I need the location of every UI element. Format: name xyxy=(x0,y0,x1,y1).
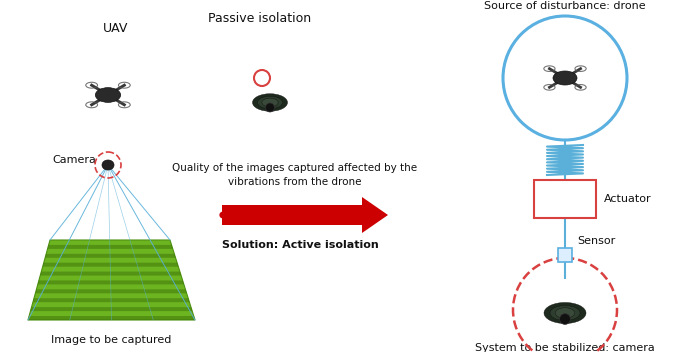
Circle shape xyxy=(265,103,275,112)
FancyBboxPatch shape xyxy=(558,248,572,262)
Polygon shape xyxy=(41,271,181,276)
Polygon shape xyxy=(33,298,190,302)
Ellipse shape xyxy=(258,96,282,109)
Circle shape xyxy=(560,314,570,325)
Polygon shape xyxy=(30,307,192,311)
Text: Source of disturbance: drone: Source of disturbance: drone xyxy=(484,1,646,11)
Text: $F_a$: $F_a$ xyxy=(557,191,573,207)
Text: Camera: Camera xyxy=(52,155,96,165)
Text: UAV: UAV xyxy=(103,21,128,34)
Ellipse shape xyxy=(555,308,575,318)
Ellipse shape xyxy=(253,94,287,111)
Text: System to be stabilized: camera: System to be stabilized: camera xyxy=(475,343,655,352)
FancyBboxPatch shape xyxy=(534,180,596,218)
Polygon shape xyxy=(38,281,184,284)
Polygon shape xyxy=(28,316,195,320)
Text: Quality of the images captured affected by the
vibrations from the drone: Quality of the images captured affected … xyxy=(172,163,418,187)
Ellipse shape xyxy=(95,88,121,102)
Polygon shape xyxy=(222,197,388,233)
Polygon shape xyxy=(47,245,172,249)
Polygon shape xyxy=(28,240,195,320)
Ellipse shape xyxy=(262,98,278,107)
Polygon shape xyxy=(43,263,179,267)
Text: Image to be captured: Image to be captured xyxy=(51,335,171,345)
Text: Passive isolation: Passive isolation xyxy=(208,12,312,25)
Ellipse shape xyxy=(553,71,577,85)
Ellipse shape xyxy=(544,302,586,323)
Text: Sensor: Sensor xyxy=(577,236,616,246)
Ellipse shape xyxy=(550,306,580,321)
Polygon shape xyxy=(45,254,176,258)
Ellipse shape xyxy=(102,160,114,170)
Text: Actuator: Actuator xyxy=(604,194,652,204)
Polygon shape xyxy=(35,289,187,293)
Text: Solution: Active isolation: Solution: Active isolation xyxy=(222,240,379,250)
